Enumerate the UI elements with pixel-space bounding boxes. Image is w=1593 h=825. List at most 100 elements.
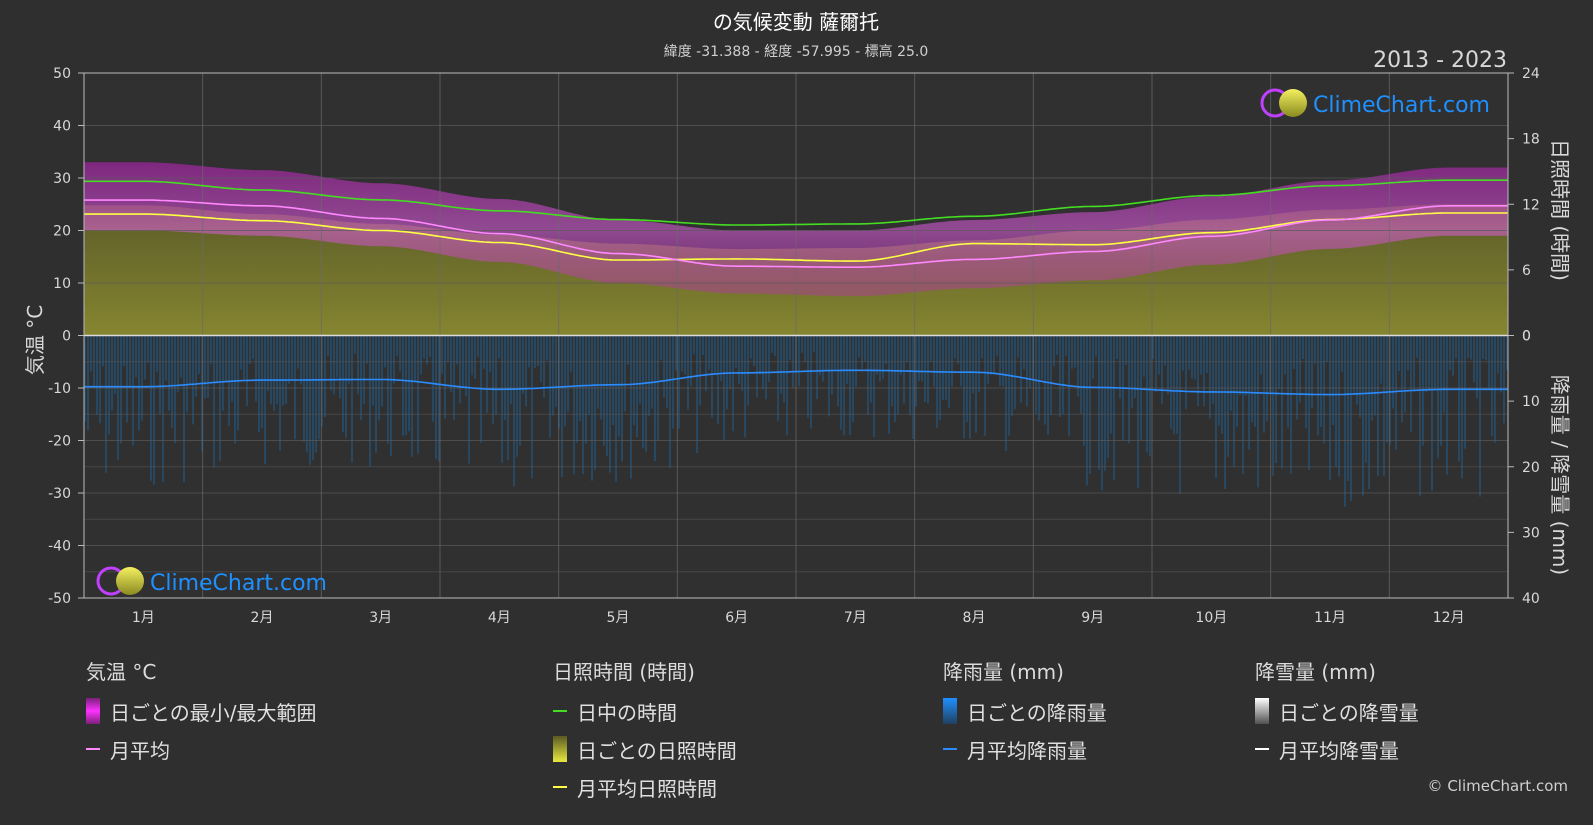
daily-rain-bar bbox=[1167, 335, 1169, 395]
legend-label: 日ごとの降雨量 bbox=[967, 700, 1107, 725]
daily-rain-bar bbox=[645, 335, 647, 452]
daily-rain-bar bbox=[297, 335, 299, 369]
daily-rain-bar bbox=[927, 335, 929, 404]
right-axis-top-label: 日照時間 (時間) bbox=[1548, 139, 1572, 281]
daily-rain-bar bbox=[666, 335, 668, 409]
daily-rain-bar bbox=[492, 335, 494, 424]
daily-rain-bar bbox=[1236, 335, 1238, 427]
daily-rain-bar bbox=[702, 335, 704, 356]
daily-rain-bar bbox=[615, 335, 617, 482]
daily-rain-bar bbox=[1356, 335, 1358, 405]
daily-rain-bar bbox=[1347, 335, 1349, 482]
daily-rain-bar bbox=[324, 335, 326, 417]
daily-rain-bar bbox=[162, 335, 164, 482]
daily-rain-bar bbox=[1104, 335, 1106, 471]
daily-rain-bar bbox=[1332, 335, 1334, 425]
daily-rain-bar bbox=[357, 335, 359, 395]
daily-rain-bar bbox=[1149, 335, 1151, 457]
daily-rain-bar bbox=[675, 335, 677, 371]
daily-rain-bar bbox=[681, 335, 683, 372]
daily-rain-bar bbox=[1269, 335, 1271, 393]
daily-rain-bar bbox=[606, 335, 608, 457]
daily-rain-bar bbox=[438, 335, 440, 462]
daily-rain-bar bbox=[1299, 335, 1301, 403]
month-tick-label: 5月 bbox=[607, 610, 630, 626]
daily-rain-bar bbox=[525, 335, 527, 407]
daily-rain-bar bbox=[180, 335, 182, 378]
daily-rain-bar bbox=[840, 335, 842, 430]
legend-item: 月平均降雪量 bbox=[1255, 736, 1419, 763]
daily-rain-bar bbox=[1266, 335, 1268, 422]
daily-rain-bar bbox=[720, 335, 722, 381]
daily-rain-bar bbox=[522, 335, 524, 394]
daily-rain-bar bbox=[246, 335, 248, 407]
daily-rain-bar bbox=[432, 335, 434, 422]
daily-rain-bar bbox=[1227, 335, 1229, 457]
daily-rain-bar bbox=[1329, 335, 1331, 480]
daily-rain-bar bbox=[1134, 335, 1136, 398]
legend-item: 月平均 bbox=[86, 736, 317, 763]
daily-rain-bar bbox=[294, 335, 296, 440]
daily-rain-bar bbox=[609, 335, 611, 473]
daily-rain-bar bbox=[1257, 335, 1259, 488]
left-tick-label: -40 bbox=[48, 539, 71, 555]
daily-rain-bar bbox=[564, 335, 566, 427]
daily-rain-bar bbox=[576, 335, 578, 443]
daily-rain-bar bbox=[678, 335, 680, 429]
daily-rain-bar bbox=[171, 335, 173, 428]
daily-rain-bar bbox=[105, 335, 107, 473]
daily-rain-bar bbox=[258, 335, 260, 433]
daily-rain-bar bbox=[762, 335, 764, 390]
daily-rain-bar bbox=[1320, 335, 1322, 428]
daily-rain-bar bbox=[231, 335, 233, 402]
daily-rain-bar bbox=[183, 335, 185, 483]
daily-rain-bar bbox=[1287, 335, 1289, 428]
snow-daily-swatch bbox=[1255, 698, 1269, 724]
daily-rain-bar bbox=[249, 335, 251, 364]
daily-rain-bar bbox=[804, 335, 806, 362]
left-axis-label: 気温 °C bbox=[23, 305, 47, 375]
logo-top[interactable]: ClimeChart.com bbox=[1260, 88, 1490, 118]
daily-rain-bar bbox=[1452, 335, 1454, 376]
daily-rain-bar bbox=[234, 335, 236, 444]
daily-rain-bar bbox=[327, 335, 329, 356]
daily-rain-bar bbox=[1413, 335, 1415, 392]
daily-rain-bar bbox=[264, 335, 266, 465]
logo-bottom[interactable]: ClimeChart.com bbox=[96, 566, 327, 596]
daily-rain-bar bbox=[102, 335, 104, 367]
daily-rain-bar bbox=[1176, 335, 1178, 434]
daily-rain-bar bbox=[708, 335, 710, 370]
daily-rain-bar bbox=[951, 335, 953, 387]
daily-rain-bar bbox=[1062, 335, 1064, 415]
daily-rain-bar bbox=[222, 335, 224, 411]
daily-rain-bar bbox=[642, 335, 644, 449]
legend-item: 月平均日照時間 bbox=[553, 774, 737, 801]
daily-rain-bar bbox=[351, 335, 353, 463]
right-top-tick-label: 24 bbox=[1522, 66, 1540, 82]
legend-item: 日ごとの降雨量 bbox=[943, 698, 1107, 725]
legend-label: 日中の時間 bbox=[577, 700, 677, 725]
daily-rain-bar bbox=[648, 335, 650, 417]
daily-rain-bar bbox=[414, 335, 416, 382]
daily-rain-bar bbox=[1005, 335, 1007, 452]
daily-rain-bar bbox=[1212, 335, 1214, 404]
daily-rain-bar bbox=[639, 335, 641, 404]
daily-rain-bar bbox=[1113, 335, 1115, 481]
legend-item: 日ごとの日照時間 bbox=[553, 736, 737, 763]
daily-rain-bar bbox=[636, 335, 638, 438]
month-tick-label: 7月 bbox=[844, 610, 867, 626]
daily-rain-bar bbox=[1449, 335, 1451, 371]
daily-rain-bar bbox=[1464, 335, 1466, 449]
daily-rain-bar bbox=[210, 335, 212, 365]
daily-rain-bar bbox=[1083, 335, 1085, 446]
daily-rain-bar bbox=[429, 335, 431, 358]
daily-rain-bar bbox=[1254, 335, 1256, 427]
daily-rain-bar bbox=[1497, 335, 1499, 374]
month-tick-label: 9月 bbox=[1081, 610, 1104, 626]
daily-rain-bar bbox=[627, 335, 629, 365]
daily-rain-bar bbox=[312, 335, 314, 461]
daily-rain-bar bbox=[603, 335, 605, 446]
daily-rain-bar bbox=[471, 335, 473, 376]
daily-rain-bar bbox=[456, 335, 458, 365]
daily-rain-bar bbox=[273, 335, 275, 411]
